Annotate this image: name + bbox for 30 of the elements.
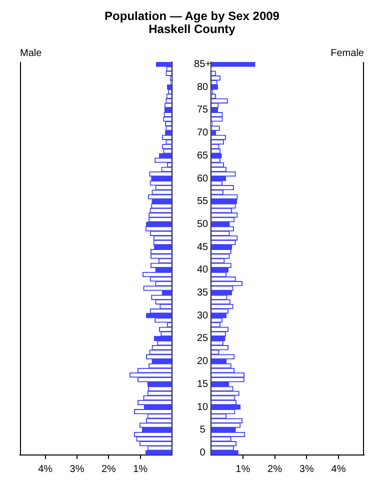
x-tick-label: 3%: [299, 464, 314, 475]
y-tick-label: 85+: [194, 59, 212, 70]
y-tick-label: 80: [196, 82, 209, 93]
text: Male: [20, 48, 42, 59]
x-tick-label: 1%: [133, 464, 148, 475]
x-tick-label: 4%: [331, 464, 346, 475]
y-tick-label: 40: [196, 264, 209, 276]
text: Female: [330, 48, 364, 59]
chart-title: Population — Age by Sex 2009: [104, 9, 280, 23]
x-tick-label: 4%: [38, 464, 53, 475]
x-tick-label: 2%: [101, 464, 116, 475]
y-tick-label: 15: [196, 378, 209, 390]
y-tick-label: 75: [196, 104, 209, 116]
y-tick-label: 35: [196, 288, 209, 299]
y-tick-label: 70: [196, 128, 209, 139]
x-tick-label: 2%: [268, 464, 282, 475]
y-tick-label: 20: [196, 356, 209, 368]
x-tick-label: 1%: [236, 464, 250, 475]
y-tick-label: 60: [196, 173, 209, 184]
y-tick-label: 30: [196, 310, 209, 322]
x-tick-label: 3%: [70, 464, 84, 475]
y-tick-label: 45: [196, 242, 209, 253]
y-tick-label: 0: [200, 447, 206, 458]
chart-subtitle: Haskell County: [148, 22, 236, 36]
y-tick-label: 50: [196, 218, 209, 230]
y-tick-label: 10: [196, 402, 209, 413]
y-tick-label: 5: [200, 424, 206, 436]
y-tick-label: 65: [196, 150, 209, 162]
y-tick-label: 25: [196, 333, 209, 344]
y-tick-label: 55: [196, 196, 209, 208]
